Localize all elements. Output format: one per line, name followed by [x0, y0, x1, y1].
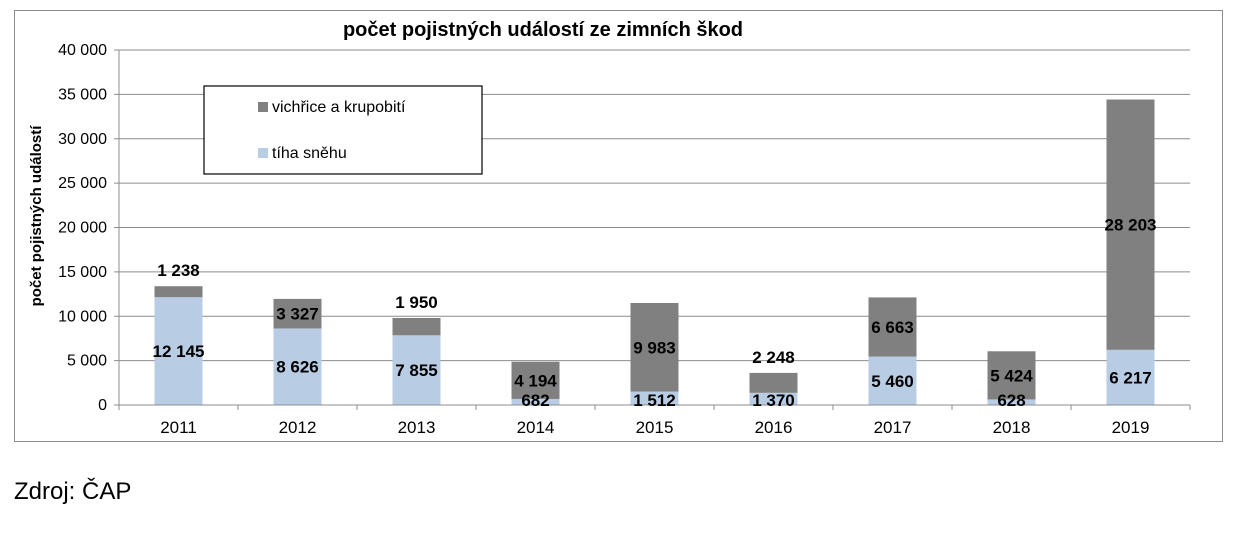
bar-segment-wind-hail: [392, 317, 441, 336]
y-tick-label: 40 000: [58, 42, 107, 59]
data-label-snow-weight: 8 626: [276, 358, 319, 377]
data-label-wind-hail: 5 424: [990, 366, 1033, 385]
bar-segment-snow-weight: [511, 398, 560, 405]
bars: [154, 99, 1155, 405]
y-tick-label: 20 000: [58, 220, 107, 237]
data-label-snow-weight: 6 217: [1109, 368, 1152, 387]
data-label-wind-hail: 3 327: [276, 305, 319, 324]
data-label-snow-weight: 628: [997, 391, 1025, 410]
bar-segment-snow-weight: [392, 335, 441, 405]
bar-segment-wind-hail: [511, 361, 560, 399]
chart-title: počet pojistných událostí ze zimních ško…: [343, 19, 743, 41]
bar-segment-wind-hail: [1106, 99, 1155, 350]
data-label-snow-weight: 7 855: [395, 361, 438, 380]
x-tick-label: 2017: [874, 418, 912, 437]
data-label-snow-weight: 682: [521, 391, 549, 410]
x-tick-label: 2014: [517, 418, 555, 437]
data-label-wind-hail: 9 983: [633, 338, 676, 357]
bar-segment-snow-weight: [868, 356, 917, 405]
bar-segment-wind-hail: [987, 351, 1036, 400]
bar-segment-snow-weight: [987, 399, 1036, 405]
data-label-wind-hail: 1 950: [395, 293, 438, 312]
y-tick-label: 15 000: [58, 264, 107, 281]
data-label-snow-weight: 12 145: [153, 342, 205, 361]
legend: vichřice a krupobití tíha sněhu: [203, 85, 483, 175]
axes: 0 5 000 10 000 15 000 20 000 25 000 30 000 35 0…: [58, 42, 1191, 437]
bar-segment-snow-weight: [154, 297, 203, 405]
data-label-wind-hail: 28 203: [1105, 216, 1157, 235]
bar-segment-wind-hail: [273, 298, 322, 329]
data-label-wind-hail: 6 663: [871, 318, 914, 337]
data-label-wind-hail: 2 248: [752, 348, 795, 367]
bar-segment-wind-hail: [868, 297, 917, 357]
chart-frame: 0 5 000 10 000 15 000 20 000 25 000 30 000 35 0…: [14, 10, 1223, 442]
bar-segment-snow-weight: [630, 391, 679, 405]
y-tick-label: 5 000: [67, 353, 107, 370]
y-axis-title: počet pojistných událostí: [28, 125, 45, 307]
stacked-bar-chart: 0 5 000 10 000 15 000 20 000 25 000 30 000 35 0…: [28, 19, 1191, 437]
x-tick-label: 2011: [160, 418, 197, 437]
legend-swatch-snow-weight: [258, 148, 268, 158]
x-tick-label: 2018: [993, 418, 1031, 437]
y-tick-label: 35 000: [58, 86, 107, 103]
legend-box: [203, 85, 483, 175]
data-label-snow-weight: 1 370: [752, 391, 795, 410]
bar-segment-snow-weight: [749, 392, 798, 405]
x-tick-label: 2013: [398, 418, 436, 437]
legend-swatch-wind-hail: [258, 102, 268, 112]
source-note: Zdroj: ČAP: [14, 478, 132, 505]
y-tick-label: 0: [98, 397, 107, 414]
x-tick-label: 2016: [755, 418, 793, 437]
x-tick-label: 2012: [279, 418, 317, 437]
bar-segment-snow-weight: [1106, 349, 1155, 405]
bar-segment-snow-weight: [273, 328, 322, 405]
x-tick-label: 2019: [1112, 418, 1150, 437]
legend-label-wind-hail: vichřice a krupobití: [272, 99, 406, 116]
data-label-wind-hail: 4 194: [514, 371, 557, 390]
legend-label-snow-weight: tíha sněhu: [272, 145, 347, 162]
bar-segment-wind-hail: [630, 302, 679, 392]
y-tick-label: 30 000: [58, 131, 107, 148]
data-label-wind-hail: 1 238: [157, 261, 200, 280]
bar-segment-wind-hail: [749, 372, 798, 393]
bar-segment-wind-hail: [154, 286, 203, 298]
data-label-snow-weight: 1 512: [633, 391, 676, 410]
x-tick-label: 2015: [636, 418, 674, 437]
y-tick-label: 25 000: [58, 175, 107, 192]
data-label-snow-weight: 5 460: [871, 372, 914, 391]
y-tick-label: 10 000: [58, 308, 107, 325]
